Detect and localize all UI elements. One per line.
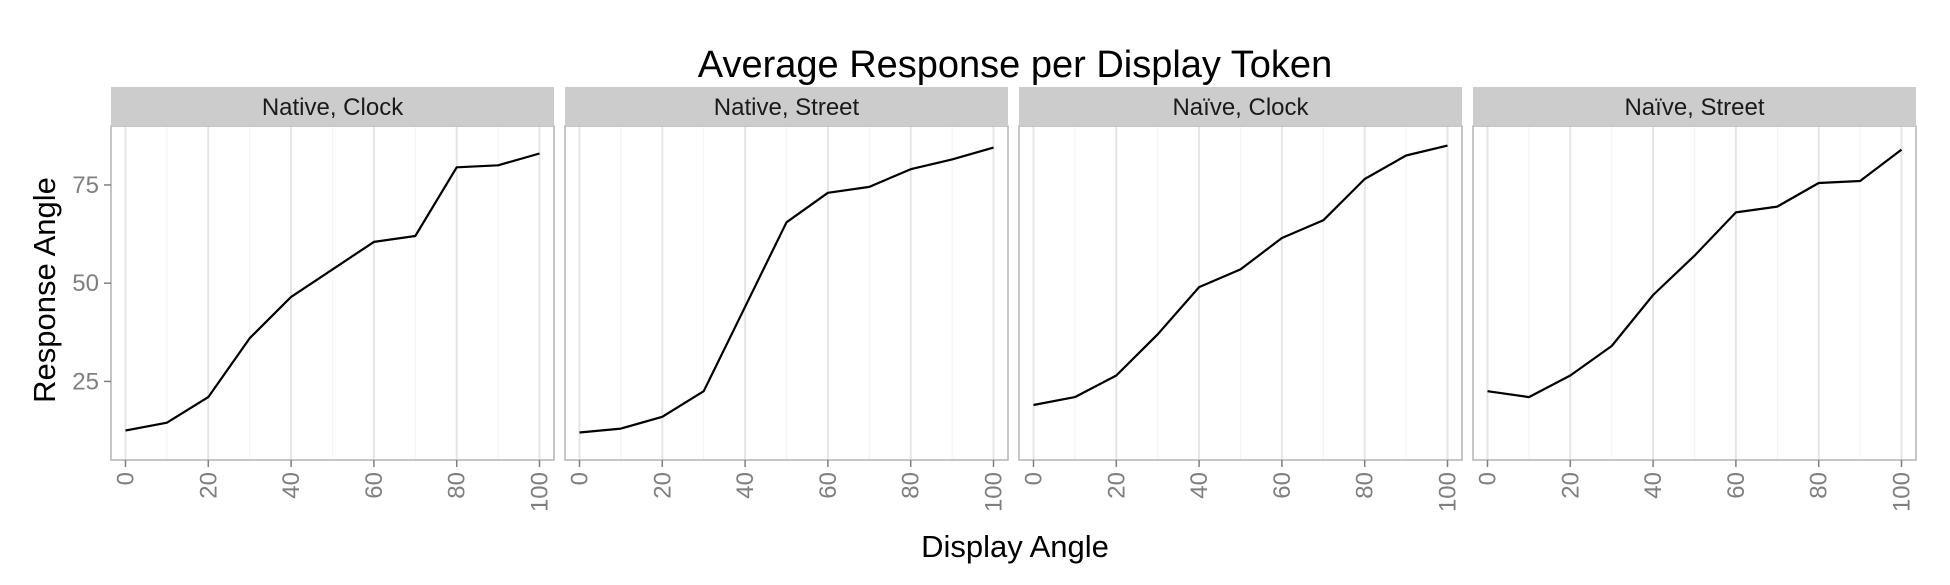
series-line: [1487, 148, 1903, 399]
series-line: [1033, 144, 1448, 407]
x-tick-label: 20: [649, 472, 676, 499]
x-tick-label: 40: [1640, 472, 1667, 499]
facet-panel: Naïve, Clock 0 20 40 60 80 100: [1018, 87, 1463, 512]
facet-panel: Naïve, Street 0 20 40 60 80 100: [1472, 87, 1917, 512]
y-axis: 25 50 75: [72, 172, 111, 395]
facet-strip: [1019, 87, 1462, 126]
series-line: [579, 146, 994, 434]
facet-label: Naïve, Street: [1624, 94, 1764, 121]
y-tick-label: 50: [72, 270, 99, 297]
facet-strip: [111, 87, 554, 126]
facet-panel: Native, Street 0 20 40 60 80 100: [564, 87, 1009, 512]
x-tick-label: 20: [1103, 472, 1130, 499]
facet-label: Native, Clock: [262, 94, 404, 121]
x-tick-label: 40: [278, 472, 305, 499]
x-tick-label: 0: [1020, 472, 1047, 485]
x-tick-label: 80: [1352, 472, 1379, 499]
x-tick-label: 100: [1435, 472, 1462, 512]
x-tick-label: 60: [815, 472, 842, 499]
y-axis-title: Response Angle: [27, 177, 62, 403]
facet-strip: [1473, 87, 1916, 126]
x-tick-label: 20: [195, 472, 222, 499]
x-tick-label: 80: [1806, 472, 1833, 499]
x-tick-label: 0: [1474, 472, 1501, 485]
y-tick-label: 25: [72, 368, 99, 395]
x-tick-label: 0: [112, 472, 139, 485]
x-tick-label: 100: [527, 472, 554, 512]
facet-label: Naïve, Clock: [1172, 94, 1309, 121]
x-tick-label: 100: [1889, 472, 1916, 512]
x-tick-label: 0: [566, 472, 593, 485]
x-tick-label: 60: [1723, 472, 1750, 499]
facet-label: Native, Street: [714, 94, 860, 121]
facet-panel: Native, Clock 0 20 40 60 80 100: [110, 87, 555, 512]
x-tick-label: 100: [981, 472, 1008, 512]
x-tick-label: 40: [1186, 472, 1213, 499]
chart-title: Average Response per Display Token: [698, 44, 1332, 86]
x-tick-label: 80: [898, 472, 925, 499]
x-tick-label: 60: [361, 472, 388, 499]
x-tick-label: 60: [1269, 472, 1296, 499]
series-line: [125, 152, 540, 432]
facet-panels: Native, Clock 0 20 40 60 80 100 Native, Street 0…: [110, 87, 1917, 512]
y-tick-label: 75: [72, 172, 99, 199]
x-tick-label: 40: [732, 472, 759, 499]
x-tick-label: 20: [1557, 472, 1584, 499]
x-tick-label: 80: [444, 472, 471, 499]
x-axis-title: Display Angle: [921, 529, 1109, 564]
facet-strip: [565, 87, 1008, 126]
